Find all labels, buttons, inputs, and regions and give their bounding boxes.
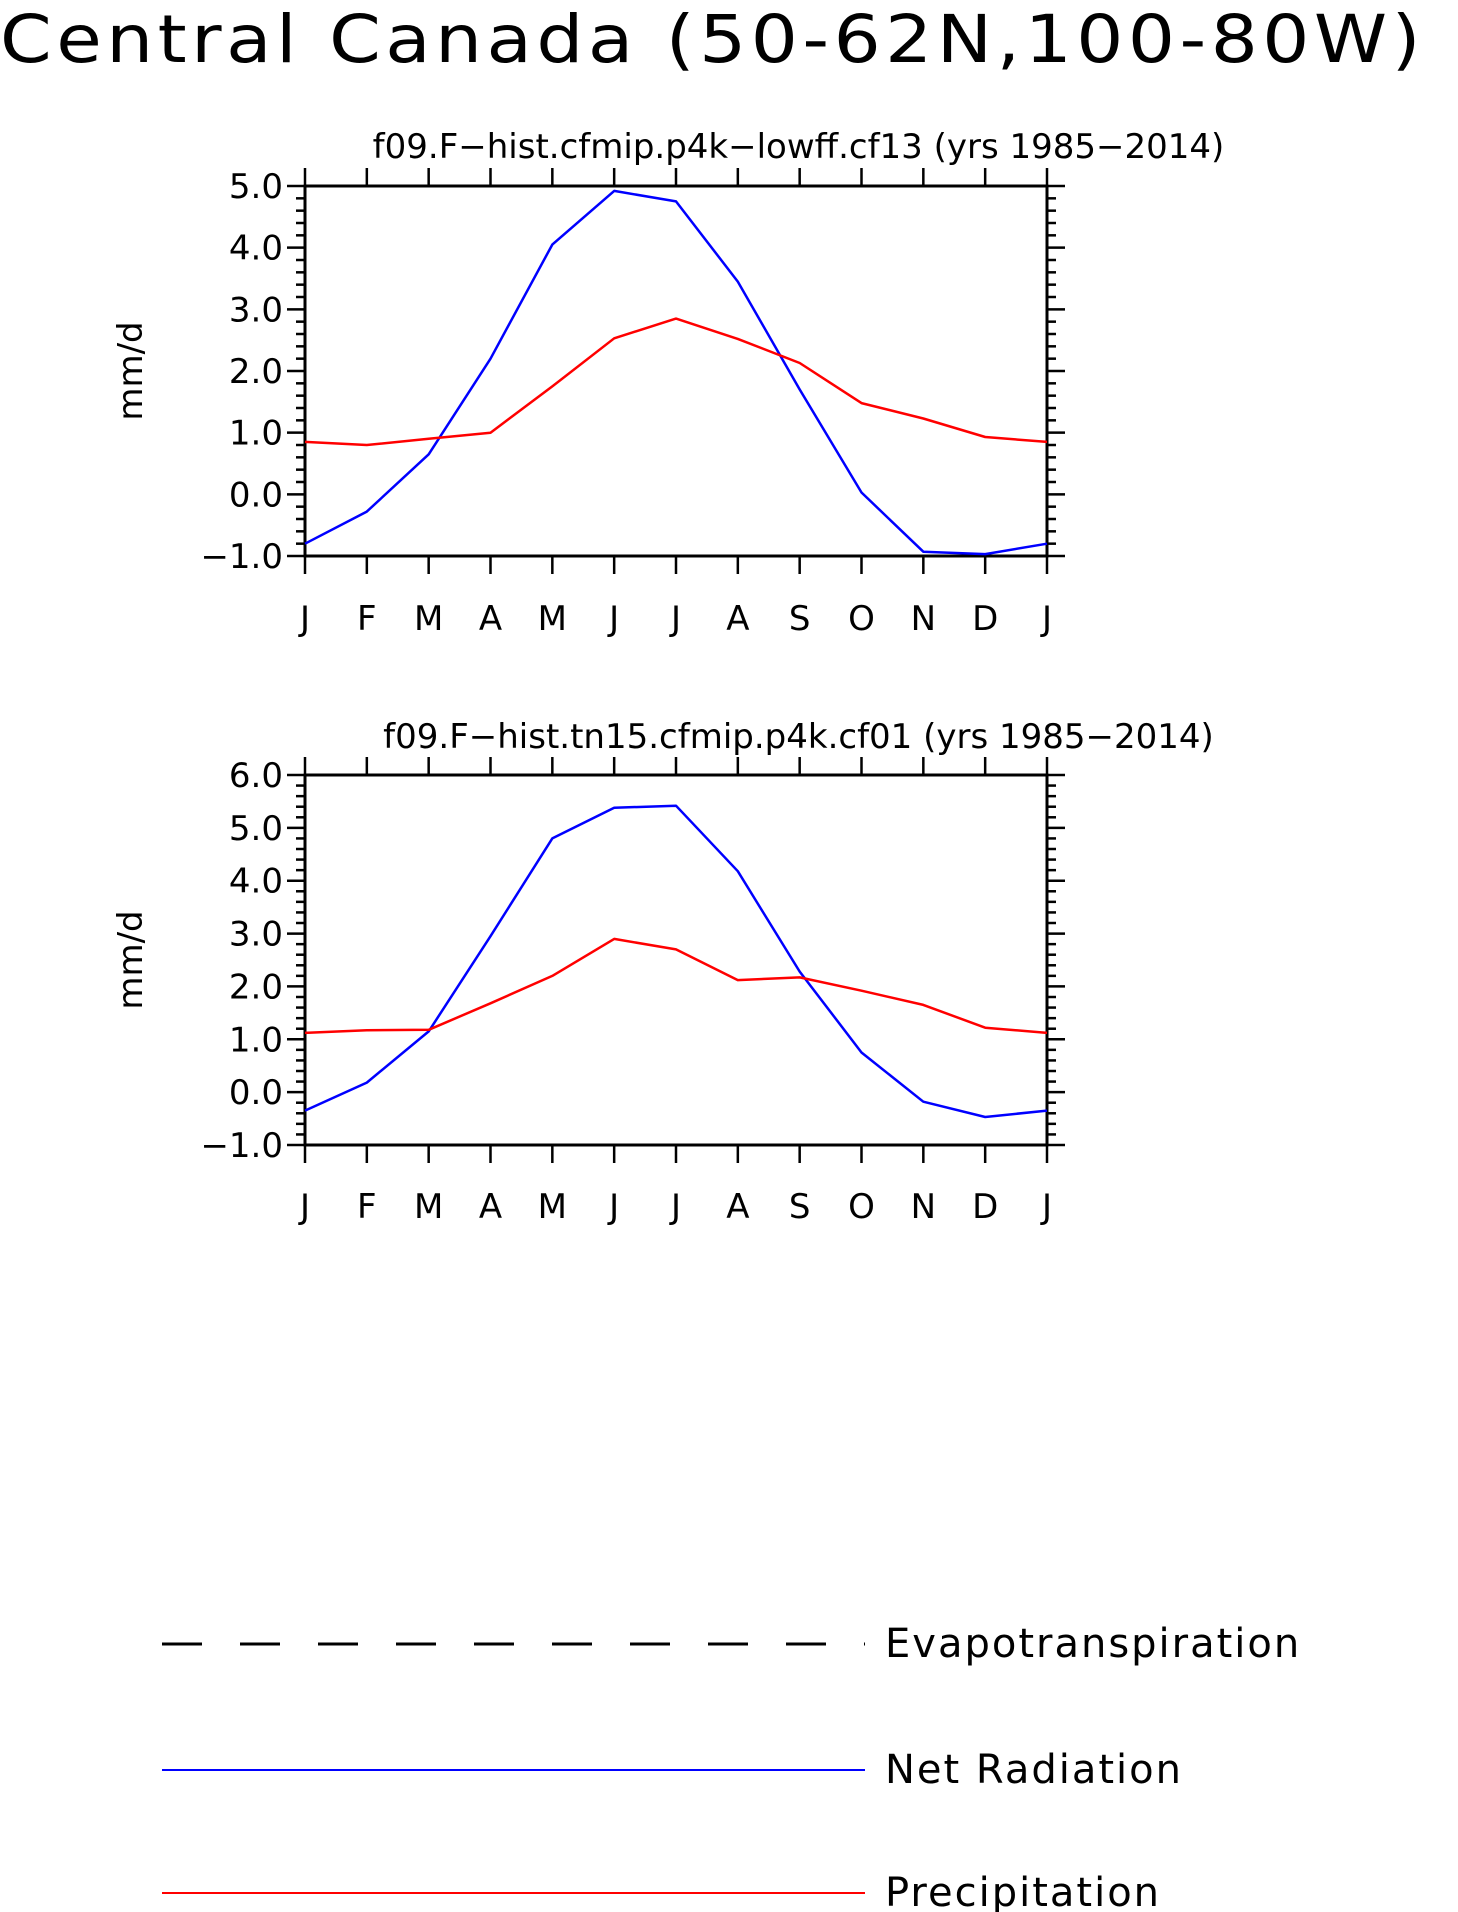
series-line-net-radiation [304,804,1048,1119]
x-tick-label: A [479,1187,502,1227]
plot-frame [303,184,1049,558]
y-tick-label: 5.0 [229,167,283,207]
y-tick-label: 0.0 [229,475,283,515]
y-tick-label: −1.0 [200,537,283,577]
x-tick-label: J [1040,599,1052,639]
x-tick-label: M [414,1187,443,1227]
y-tick-label: 1.0 [229,1020,283,1060]
x-tick-label: N [911,1187,936,1227]
series-line-precipitation [304,317,1048,447]
y-tick-label: 6.0 [229,756,283,796]
x-tick-label: J [607,599,619,639]
series-line-precipitation [304,937,1048,1035]
x-tick-label: J [298,1187,310,1227]
x-tick-label: M [538,599,567,639]
x-tick-label: O [848,1187,875,1227]
x-tick-label: J [607,1187,619,1227]
y-tick-label: 0.0 [229,1073,283,1113]
y-tick-label: 2.0 [229,352,283,392]
x-tick-label: O [848,599,875,639]
chart-panel-2: f09.F−hist.tn15.cfmip.p4k.cf01 (yrs 1985… [111,717,1214,1227]
y-tick-label: 1.0 [229,414,283,454]
y-axis-label: mm/d [111,910,151,1009]
y-axis-label: mm/d [111,321,151,420]
chart-title: f09.F−hist.cfmip.p4k−lowff.cf13 (yrs 198… [373,127,1225,167]
x-tick-label: J [669,599,681,639]
x-tick-label: D [972,1187,998,1227]
x-tick-label: M [538,1187,567,1227]
y-tick-label: 4.0 [229,862,283,902]
x-tick-label: J [298,599,310,639]
x-tick-label: A [726,599,749,639]
series-line-net-radiation [304,189,1048,556]
page-title: Central Canada (50-62N,100-80W) [0,1,1425,78]
y-tick-label: 3.0 [229,915,283,955]
legend-label: Net Radiation [885,1747,1183,1793]
legend: Evapotranspiration Net Radiation Precipita… [162,1621,1301,1912]
chart-title: f09.F−hist.tn15.cfmip.p4k.cf01 (yrs 1985… [383,717,1214,757]
x-tick-label: F [357,599,377,639]
x-tick-label: S [789,1187,811,1227]
legend-label: Evapotranspiration [885,1621,1301,1667]
x-tick-label: N [911,599,936,639]
x-tick-label: A [726,1187,749,1227]
y-tick-label: −1.0 [200,1126,283,1166]
x-tick-label: J [669,1187,681,1227]
x-tick-label: J [1040,1187,1052,1227]
legend-label: Precipitation [885,1870,1161,1912]
y-tick-label: 2.0 [229,967,283,1007]
x-tick-label: S [789,599,811,639]
chart-panel-1: f09.F−hist.cfmip.p4k−lowff.cf13 (yrs 198… [111,127,1224,639]
x-tick-label: D [972,599,998,639]
x-tick-label: A [479,599,502,639]
x-tick-label: M [414,599,443,639]
y-tick-label: 5.0 [229,809,283,849]
plot-frame [303,773,1049,1147]
y-tick-label: 4.0 [229,229,283,269]
y-tick-label: 3.0 [229,290,283,330]
x-tick-label: F [357,1187,377,1227]
